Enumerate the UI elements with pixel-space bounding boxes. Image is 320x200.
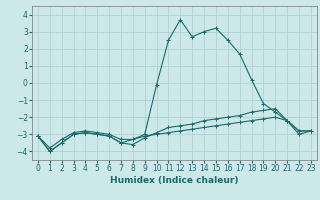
- X-axis label: Humidex (Indice chaleur): Humidex (Indice chaleur): [110, 176, 239, 185]
